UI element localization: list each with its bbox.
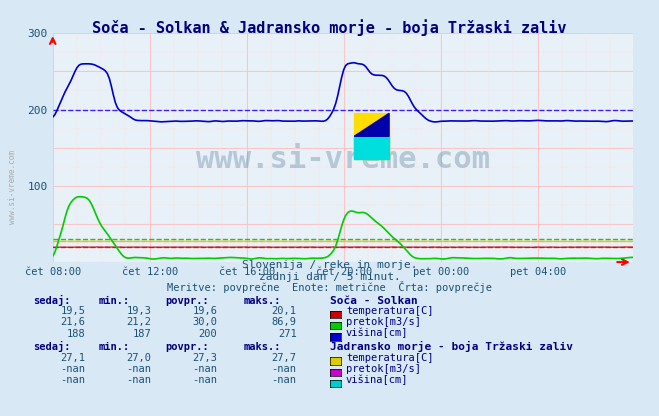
Polygon shape: [355, 136, 389, 159]
Text: -nan: -nan: [61, 364, 86, 374]
Text: Soča - Solkan & Jadransko morje - boja Tržaski zaliv: Soča - Solkan & Jadransko morje - boja T…: [92, 19, 567, 35]
Text: -nan: -nan: [127, 364, 152, 374]
Text: pretok[m3/s]: pretok[m3/s]: [346, 364, 421, 374]
Text: -nan: -nan: [192, 375, 217, 385]
Text: 21,2: 21,2: [127, 317, 152, 327]
Text: Jadransko morje - boja Tržaski zaliv: Jadransko morje - boja Tržaski zaliv: [330, 341, 573, 352]
Text: -nan: -nan: [61, 375, 86, 385]
Text: 86,9: 86,9: [272, 317, 297, 327]
Text: Slovenija / reke in morje.: Slovenija / reke in morje.: [242, 260, 417, 270]
Text: pretok[m3/s]: pretok[m3/s]: [346, 317, 421, 327]
Text: Soča - Solkan: Soča - Solkan: [330, 296, 417, 306]
Text: 21,6: 21,6: [61, 317, 86, 327]
Text: 187: 187: [133, 329, 152, 339]
Text: Meritve: povprečne  Enote: metrične  Črta: povprečje: Meritve: povprečne Enote: metrične Črta:…: [167, 281, 492, 293]
Text: 19,6: 19,6: [192, 306, 217, 316]
Text: 27,1: 27,1: [61, 353, 86, 363]
Text: zadnji dan / 5 minut.: zadnji dan / 5 minut.: [258, 272, 401, 282]
Text: 30,0: 30,0: [192, 317, 217, 327]
Text: -nan: -nan: [272, 375, 297, 385]
Text: 19,3: 19,3: [127, 306, 152, 316]
Text: 27,0: 27,0: [127, 353, 152, 363]
Text: temperatura[C]: temperatura[C]: [346, 353, 434, 363]
Text: temperatura[C]: temperatura[C]: [346, 306, 434, 316]
Text: 27,3: 27,3: [192, 353, 217, 363]
Text: višina[cm]: višina[cm]: [346, 328, 409, 339]
Text: maks.:: maks.:: [244, 342, 281, 352]
Text: www.si-vreme.com: www.si-vreme.com: [196, 145, 490, 173]
Text: -nan: -nan: [127, 375, 152, 385]
Text: -nan: -nan: [272, 364, 297, 374]
Text: min.:: min.:: [99, 342, 130, 352]
Text: -nan: -nan: [192, 364, 217, 374]
Text: maks.:: maks.:: [244, 296, 281, 306]
Text: 200: 200: [199, 329, 217, 339]
Text: sedaj:: sedaj:: [33, 295, 71, 306]
Polygon shape: [355, 113, 389, 159]
Text: 188: 188: [67, 329, 86, 339]
Polygon shape: [355, 113, 389, 136]
Text: www.si-vreme.com: www.si-vreme.com: [8, 150, 17, 224]
Text: 20,1: 20,1: [272, 306, 297, 316]
Text: min.:: min.:: [99, 296, 130, 306]
Text: povpr.:: povpr.:: [165, 342, 208, 352]
Text: povpr.:: povpr.:: [165, 296, 208, 306]
Text: sedaj:: sedaj:: [33, 341, 71, 352]
Text: 271: 271: [278, 329, 297, 339]
Text: višina[cm]: višina[cm]: [346, 375, 409, 385]
Text: 27,7: 27,7: [272, 353, 297, 363]
Text: 19,5: 19,5: [61, 306, 86, 316]
